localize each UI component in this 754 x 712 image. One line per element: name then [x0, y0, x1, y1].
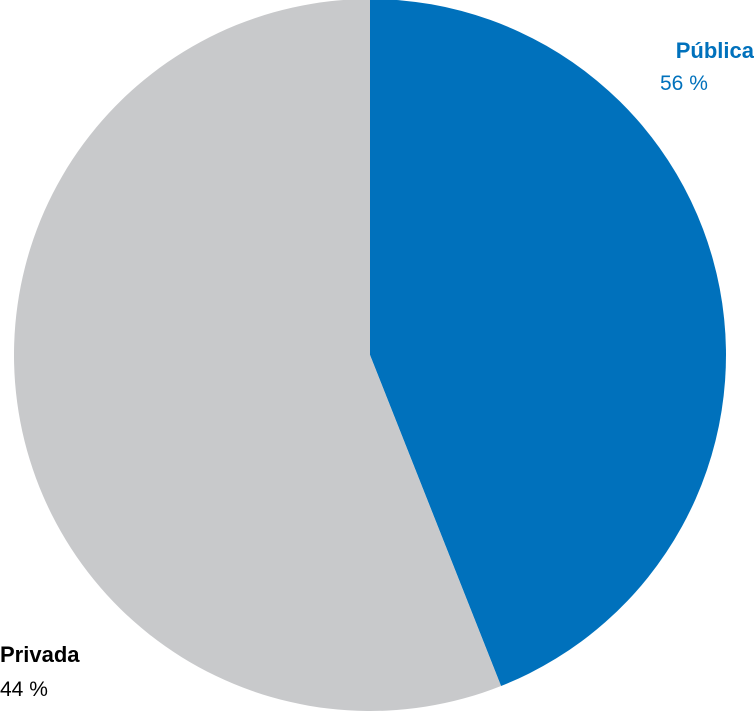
pie-slice-privada: [14, 0, 502, 711]
label-publica-value: 56 %: [660, 72, 708, 95]
pie-slices: [14, 0, 726, 711]
pie-slice-publica: [370, 0, 726, 686]
label-privada-value: 44 %: [0, 678, 48, 701]
label-publica-name: Pública: [676, 38, 754, 63]
label-privada-name: Privada: [0, 642, 80, 667]
